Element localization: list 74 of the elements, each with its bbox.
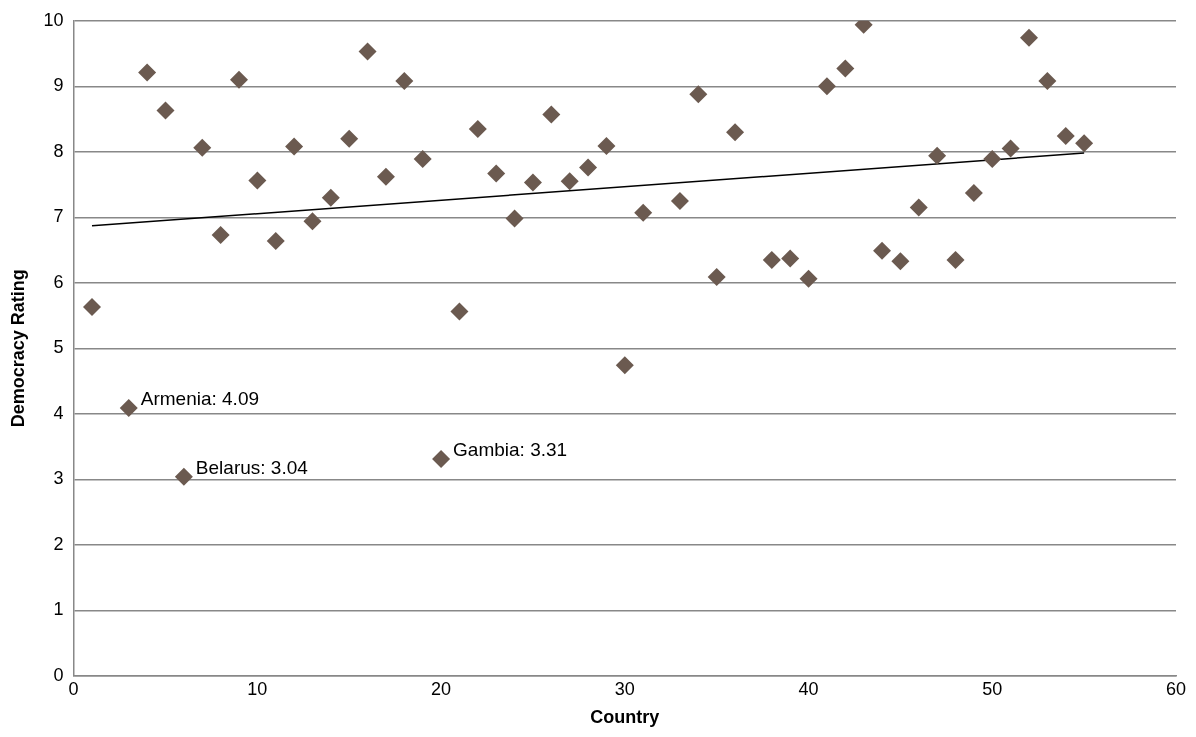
point: [983, 150, 1002, 169]
point: [615, 356, 634, 375]
point: [211, 225, 230, 244]
point: [505, 209, 524, 228]
point: [836, 59, 855, 78]
point: [303, 212, 322, 231]
point: [781, 249, 800, 268]
point: [358, 42, 377, 61]
y-tick-label: 7: [53, 206, 64, 227]
point: [597, 136, 616, 155]
point: [817, 77, 836, 96]
y-tick-label: 0: [53, 664, 64, 685]
point: [579, 158, 598, 177]
point: [119, 398, 138, 417]
point: [174, 467, 193, 486]
y-tick-label: 1: [53, 599, 64, 620]
point: [248, 171, 267, 190]
y-tick-label: 6: [53, 271, 64, 292]
x-tick-label: 60: [1165, 678, 1187, 699]
point: [1056, 127, 1075, 146]
y-tick-label: 5: [53, 337, 64, 358]
annotation: Gambia: 3.31: [453, 439, 568, 461]
point: [266, 231, 285, 250]
y-tick-label: 9: [53, 75, 64, 96]
point: [799, 269, 818, 288]
y-tick-label: 8: [53, 140, 64, 161]
point: [542, 105, 561, 124]
y-tick-label: 2: [53, 533, 64, 554]
point: [395, 72, 414, 91]
point: [726, 123, 745, 142]
point: [707, 267, 726, 286]
y-tick-label: 4: [53, 402, 64, 423]
point: [138, 63, 157, 82]
point: [376, 167, 395, 186]
y-tick-label: 3: [53, 468, 64, 489]
annotation: Armenia: 4.09: [140, 388, 260, 410]
point: [487, 164, 506, 183]
x-tick-label: 50: [982, 678, 1003, 699]
point: [964, 184, 983, 203]
point: [468, 119, 487, 138]
x-tick-label: 10: [247, 678, 268, 699]
x-tick-label: 0: [68, 678, 79, 699]
point: [946, 250, 965, 269]
point: [909, 198, 928, 217]
point: [156, 101, 175, 120]
point: [432, 450, 451, 468]
point: [285, 137, 304, 156]
x-tick-label: 40: [798, 678, 819, 699]
point: [523, 173, 542, 192]
y-tick-label: 10: [43, 9, 64, 30]
point: [450, 302, 469, 321]
x-tick-label: 20: [431, 678, 452, 699]
point: [82, 298, 101, 317]
point: [928, 146, 947, 165]
point: [873, 241, 892, 260]
y-axis-title: Democracy Rating: [7, 269, 28, 428]
point: [689, 85, 708, 104]
x-tick-label: 30: [614, 678, 635, 699]
point: [340, 129, 359, 148]
annotation: Belarus: 3.04: [195, 456, 309, 478]
point: [1001, 139, 1020, 158]
point: [762, 250, 781, 269]
point: [193, 138, 212, 157]
x-axis-title: Country: [590, 707, 660, 728]
point: [560, 172, 579, 191]
point: [634, 203, 653, 222]
point: [413, 150, 432, 169]
point: [1075, 134, 1094, 153]
point: [891, 252, 910, 271]
point: [670, 191, 689, 210]
point: [1020, 28, 1039, 47]
point: [229, 70, 248, 89]
point: [321, 188, 340, 207]
point: [1038, 72, 1057, 91]
